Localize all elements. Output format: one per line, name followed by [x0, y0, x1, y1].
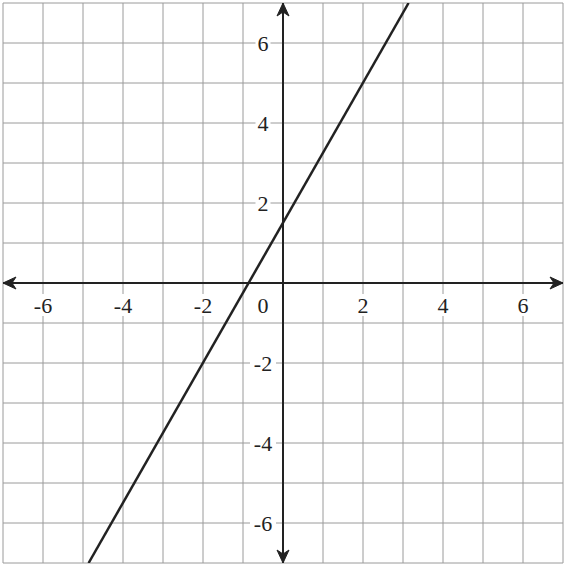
- svg-text:-4: -4: [254, 431, 272, 456]
- svg-text:4: 4: [438, 293, 449, 318]
- svg-text:6: 6: [258, 31, 269, 56]
- svg-text:-6: -6: [34, 293, 52, 318]
- svg-text:-2: -2: [194, 293, 212, 318]
- svg-text:0: 0: [258, 293, 269, 318]
- svg-text:2: 2: [358, 293, 369, 318]
- svg-text:-4: -4: [114, 293, 132, 318]
- svg-text:6: 6: [518, 293, 529, 318]
- svg-text:4: 4: [258, 111, 269, 136]
- svg-text:2: 2: [258, 191, 269, 216]
- svg-text:-2: -2: [254, 351, 272, 376]
- svg-text:-6: -6: [254, 511, 272, 536]
